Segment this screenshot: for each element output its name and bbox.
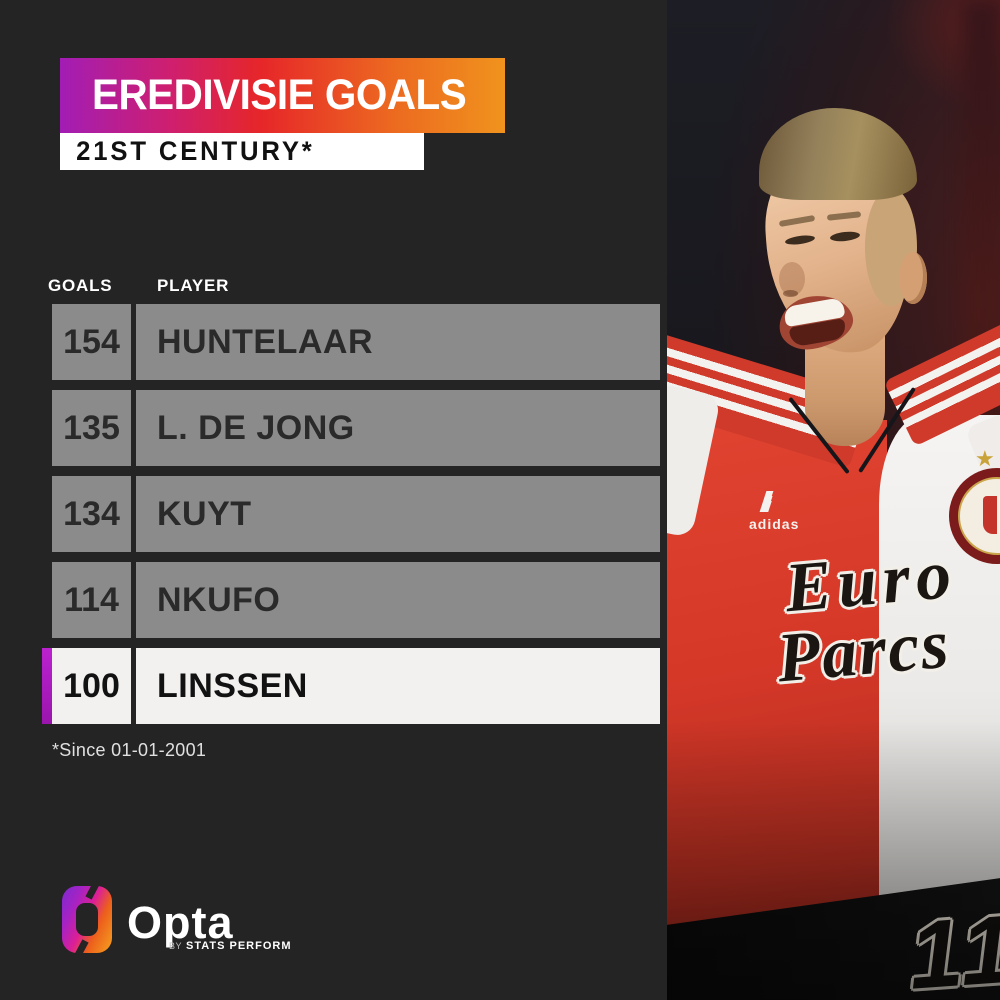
player-cell: HUNTELAAR xyxy=(136,304,660,380)
footnote: *Since 01-01-2001 xyxy=(52,740,207,760)
opta-logo-cut xyxy=(85,881,100,900)
table-row: 134 KUYT xyxy=(0,476,700,552)
opta-logo-cut xyxy=(74,939,89,958)
player-cell: L. DE JONG xyxy=(136,390,660,466)
player-cell: LINSSEN xyxy=(136,648,660,724)
highlight-bar xyxy=(42,648,53,724)
page-subtitle: 21ST CENTURY* xyxy=(76,136,315,166)
goals-column-header: GOALS xyxy=(48,276,113,295)
goals-cell: 100 xyxy=(52,648,131,724)
table-row: 114 NKUFO xyxy=(0,562,700,638)
opta-byline: BY STATS PERFORM xyxy=(169,940,292,952)
player-column-header: PLAYER xyxy=(157,276,230,295)
player-cell: KUYT xyxy=(136,476,660,552)
title-banner: EREDIVISIE GOALS xyxy=(60,58,505,133)
player-photo: Euro Parcs adidas ★ 11 xyxy=(667,0,1000,1000)
goals-cell: 154 xyxy=(52,304,131,380)
opta-logo-text: Opta xyxy=(127,897,234,948)
table-row: 135 L. DE JONG xyxy=(0,390,700,466)
goals-cell: 114 xyxy=(52,562,131,638)
subtitle-banner: 21ST CENTURY* xyxy=(60,133,424,170)
player-cell: NKUFO xyxy=(136,562,660,638)
photo-vignette xyxy=(667,0,1000,1000)
goals-cell: 134 xyxy=(52,476,131,552)
opta-logo-icon xyxy=(62,881,112,958)
table-row-highlighted: 100 LINSSEN xyxy=(0,648,700,724)
opta-byline-text: STATS PERFORM xyxy=(186,940,292,952)
stats-table: 154 HUNTELAAR 135 L. DE JONG 134 KUYT 11… xyxy=(0,304,700,724)
opta-logo-hole xyxy=(76,903,98,936)
opta-byline-prefix: BY xyxy=(169,941,183,951)
goals-cell: 135 xyxy=(52,390,131,466)
table-row: 154 HUNTELAAR xyxy=(0,304,700,380)
page-title: EREDIVISIE GOALS xyxy=(91,71,467,119)
